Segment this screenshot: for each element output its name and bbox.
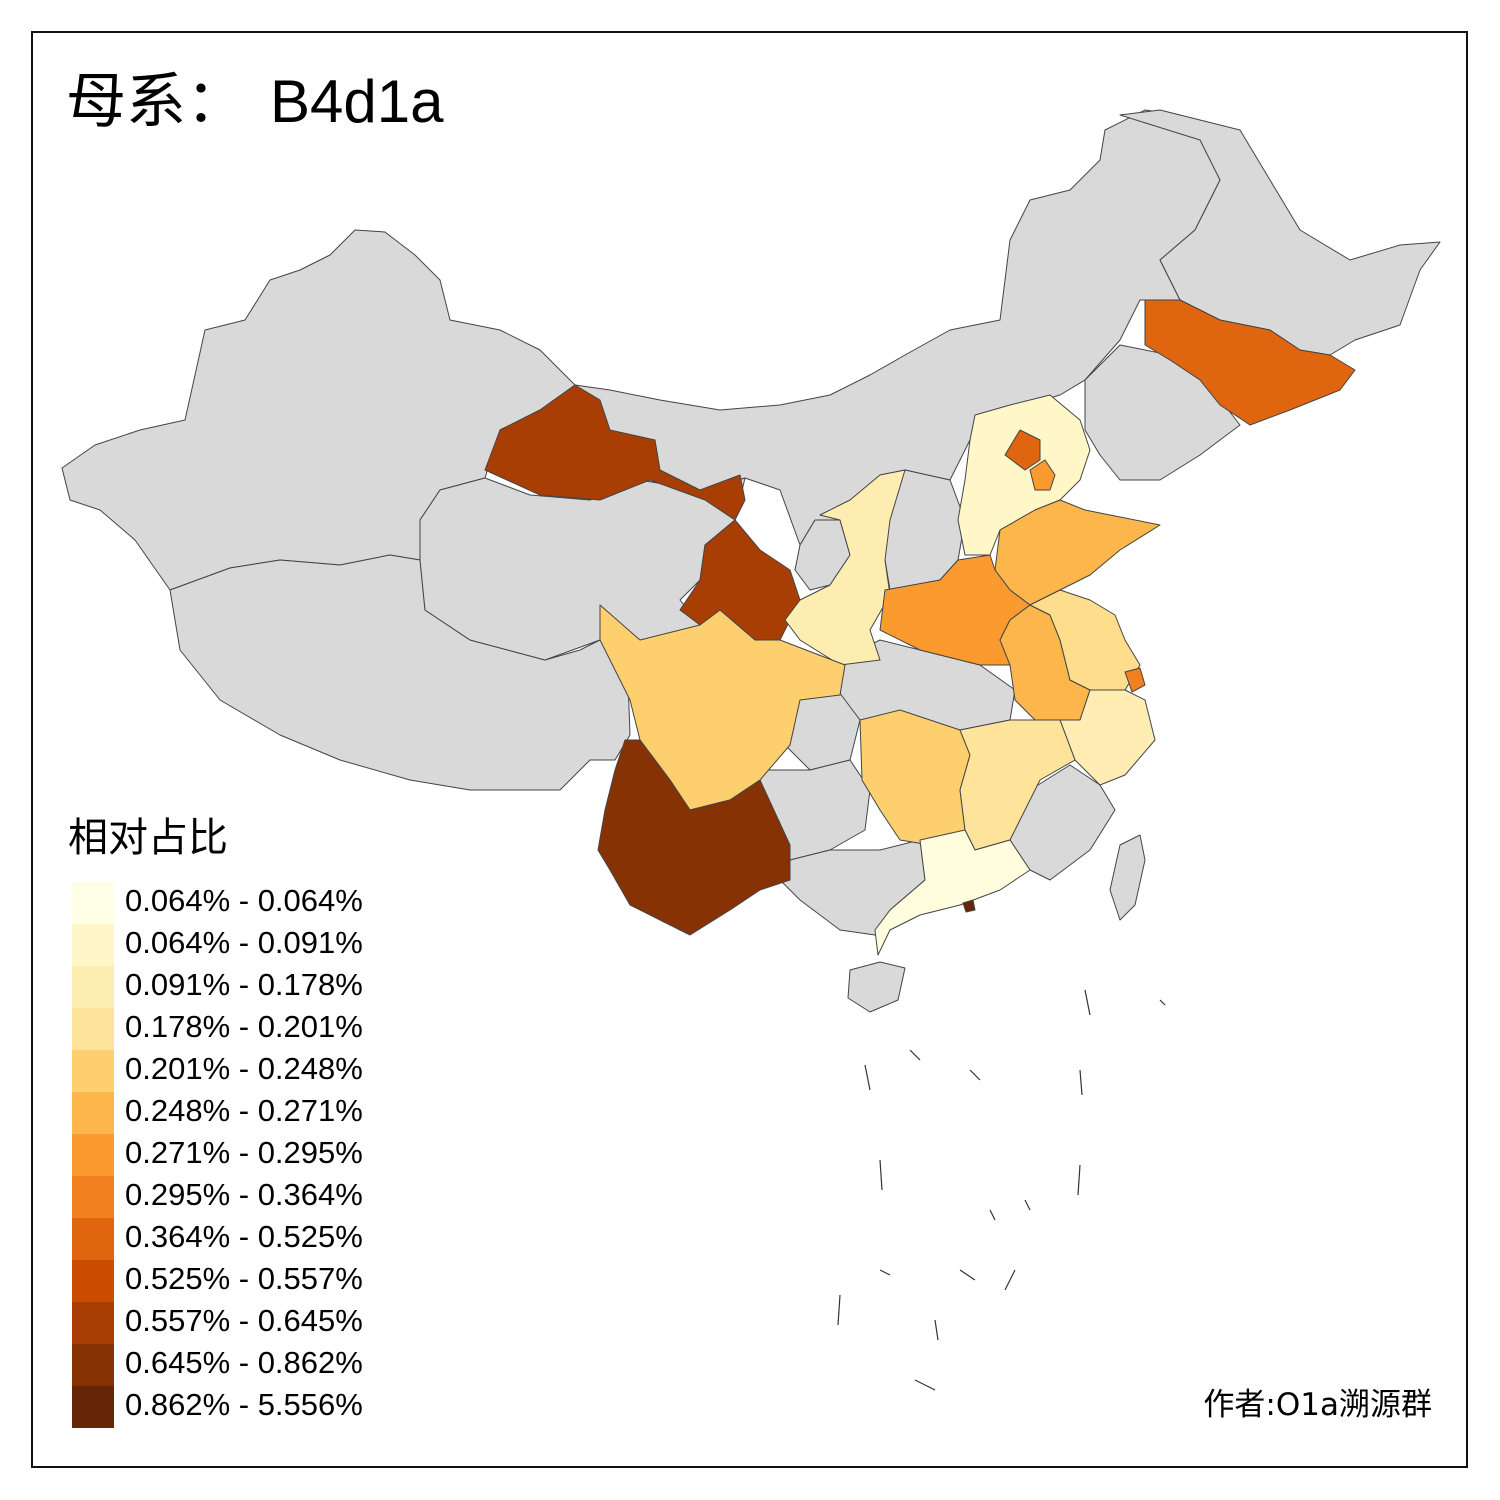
- haplogroup-code: B4d1a: [270, 68, 444, 135]
- legend-label: 0.178% - 0.201%: [125, 1009, 363, 1044]
- legend-swatch: [72, 1344, 114, 1386]
- region-yunnan: [597, 739, 791, 936]
- region-gansu: [484, 384, 801, 641]
- region-fujian: [1009, 764, 1116, 881]
- legend-label: 0.064% - 0.064%: [125, 883, 363, 918]
- region-jiangxi: [959, 719, 1076, 851]
- region-macau-hk: [962, 899, 976, 913]
- legend-label: 0.645% - 0.862%: [125, 1345, 363, 1380]
- region-zhejiang: [1059, 689, 1156, 786]
- legend-swatch: [72, 1050, 114, 1092]
- legend-swatch: [72, 1092, 114, 1134]
- legend-label: 0.248% - 0.271%: [125, 1093, 363, 1128]
- region-sichuan: [599, 604, 846, 811]
- legend-label: 0.525% - 0.557%: [125, 1261, 363, 1296]
- region-guangdong: [874, 829, 1031, 956]
- region-tianjin: [1029, 459, 1056, 491]
- legend-swatch: [72, 1302, 114, 1344]
- region-hunan: [859, 709, 971, 846]
- region-jilin: [1144, 299, 1356, 426]
- legend-swatch: [72, 1386, 114, 1428]
- legend-label: 0.295% - 0.364%: [125, 1177, 363, 1212]
- legend-swatch: [72, 1008, 114, 1050]
- legend-label: 0.557% - 0.645%: [125, 1303, 363, 1338]
- title-prefix: 母系：: [66, 67, 246, 137]
- legend-swatch: [72, 1134, 114, 1176]
- region-hainan: [847, 961, 906, 1013]
- legend-label: 0.364% - 0.525%: [125, 1219, 363, 1254]
- region-beijing: [1004, 429, 1041, 471]
- legend-label: 0.064% - 0.091%: [125, 925, 363, 960]
- map-frame: [31, 31, 1468, 1468]
- legend-label: 0.862% - 5.556%: [125, 1387, 363, 1422]
- map-title: 母系： B4d1a: [66, 72, 444, 133]
- legend-label: 0.271% - 0.295%: [125, 1135, 363, 1170]
- region-heilongjiang: [1119, 109, 1441, 356]
- legend-swatch: [72, 1218, 114, 1260]
- region-taiwan: [1109, 834, 1146, 921]
- region-shaanxi: [784, 469, 906, 666]
- legend-swatch: [72, 966, 114, 1008]
- legend-swatch: [72, 882, 114, 924]
- region-shanghai: [1124, 667, 1146, 693]
- legend-swatch: [72, 1260, 114, 1302]
- legend-label: 0.201% - 0.248%: [125, 1051, 363, 1086]
- legend-swatch: [72, 1176, 114, 1218]
- south-china-sea-islands: [837, 989, 1166, 1391]
- author-credit: 作者:O1a溯源群: [1203, 1387, 1432, 1423]
- legend-label: 0.091% - 0.178%: [125, 967, 363, 1002]
- legend-swatch: [72, 924, 114, 966]
- legend-title: 相对占比: [68, 815, 228, 861]
